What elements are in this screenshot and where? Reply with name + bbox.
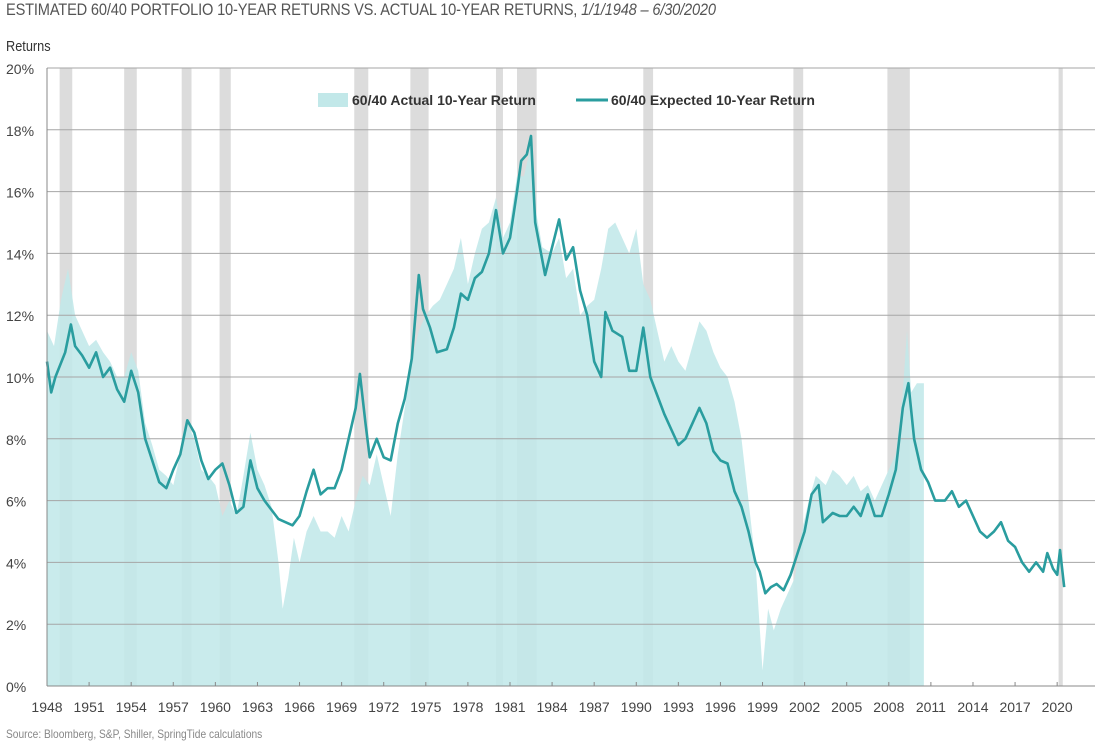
x-tick-label: 2017 <box>999 699 1030 715</box>
x-tick-label: 1993 <box>663 699 694 715</box>
y-tick-label: 4% <box>6 555 26 571</box>
legend-label-expected: 60/40 Expected 10-Year Return <box>611 92 815 108</box>
actual-return-area <box>47 145 924 687</box>
chart-title-range: 1/1/1948 – 6/30/2020 <box>581 0 716 19</box>
chart-title-text: ESTIMATED 60/40 PORTFOLIO 10-YEAR RETURN… <box>6 0 578 19</box>
x-tick-label: 2011 <box>916 699 946 715</box>
y-tick-label: 8% <box>6 432 26 448</box>
y-tick-label: 18% <box>6 123 34 139</box>
y-tick-label: 2% <box>6 617 26 633</box>
y-tick-label: 12% <box>6 308 34 324</box>
y-axis-label: Returns <box>6 38 51 55</box>
chart-title: ESTIMATED 60/40 PORTFOLIO 10-YEAR RETURN… <box>6 0 716 20</box>
y-tick-label: 14% <box>6 246 34 262</box>
x-tick-label: 1951 <box>74 699 105 715</box>
x-tick-label: 1996 <box>705 699 736 715</box>
y-tick-label: 6% <box>6 494 26 510</box>
x-tick-label: 1969 <box>326 699 357 715</box>
x-tick-label: 1981 <box>494 699 525 715</box>
expected-return-line <box>45 134 1066 595</box>
y-tick-label: 10% <box>6 370 34 386</box>
x-tick-label: 1987 <box>579 699 610 715</box>
x-tick-label: 2005 <box>831 699 862 715</box>
legend-swatch-actual <box>318 93 348 107</box>
x-tick-label: 2008 <box>873 699 904 715</box>
x-tick-label: 1960 <box>200 699 231 715</box>
x-tick-label: 2014 <box>957 699 988 715</box>
x-tick-label: 1948 <box>31 699 62 715</box>
x-tick-label: 1975 <box>410 699 441 715</box>
x-tick-label: 1954 <box>116 699 147 715</box>
x-tick-label: 1963 <box>242 699 273 715</box>
legend-label-actual: 60/40 Actual 10-Year Return <box>352 92 536 108</box>
expected-return-line-group <box>45 134 1066 595</box>
x-tick-label: 1966 <box>284 699 315 715</box>
source-note: Source: Bloomberg, S&P, Shiller, SpringT… <box>6 727 263 741</box>
y-tick-label: 0% <box>6 679 26 695</box>
x-tick-label: 1972 <box>368 699 399 715</box>
x-tick-label: 1999 <box>747 699 778 715</box>
legend: 60/40 Actual 10-Year Return 60/40 Expect… <box>318 92 815 108</box>
x-tick-label: 1990 <box>621 699 652 715</box>
x-tick-label: 2002 <box>789 699 820 715</box>
actual-return-area-group <box>47 145 924 687</box>
x-tick-label: 1984 <box>537 699 568 715</box>
x-tick-label: 1957 <box>158 699 189 715</box>
x-tick-label: 1978 <box>452 699 483 715</box>
y-tick-label: 16% <box>6 185 34 201</box>
axes: 0% 2% 4% 6% 8% 10% 12% 14% 16% 18% 20% 1948 1951 1954… <box>6 61 1095 715</box>
x-tick-label: 2020 <box>1042 699 1073 715</box>
y-tick-label: 20% <box>6 61 34 77</box>
